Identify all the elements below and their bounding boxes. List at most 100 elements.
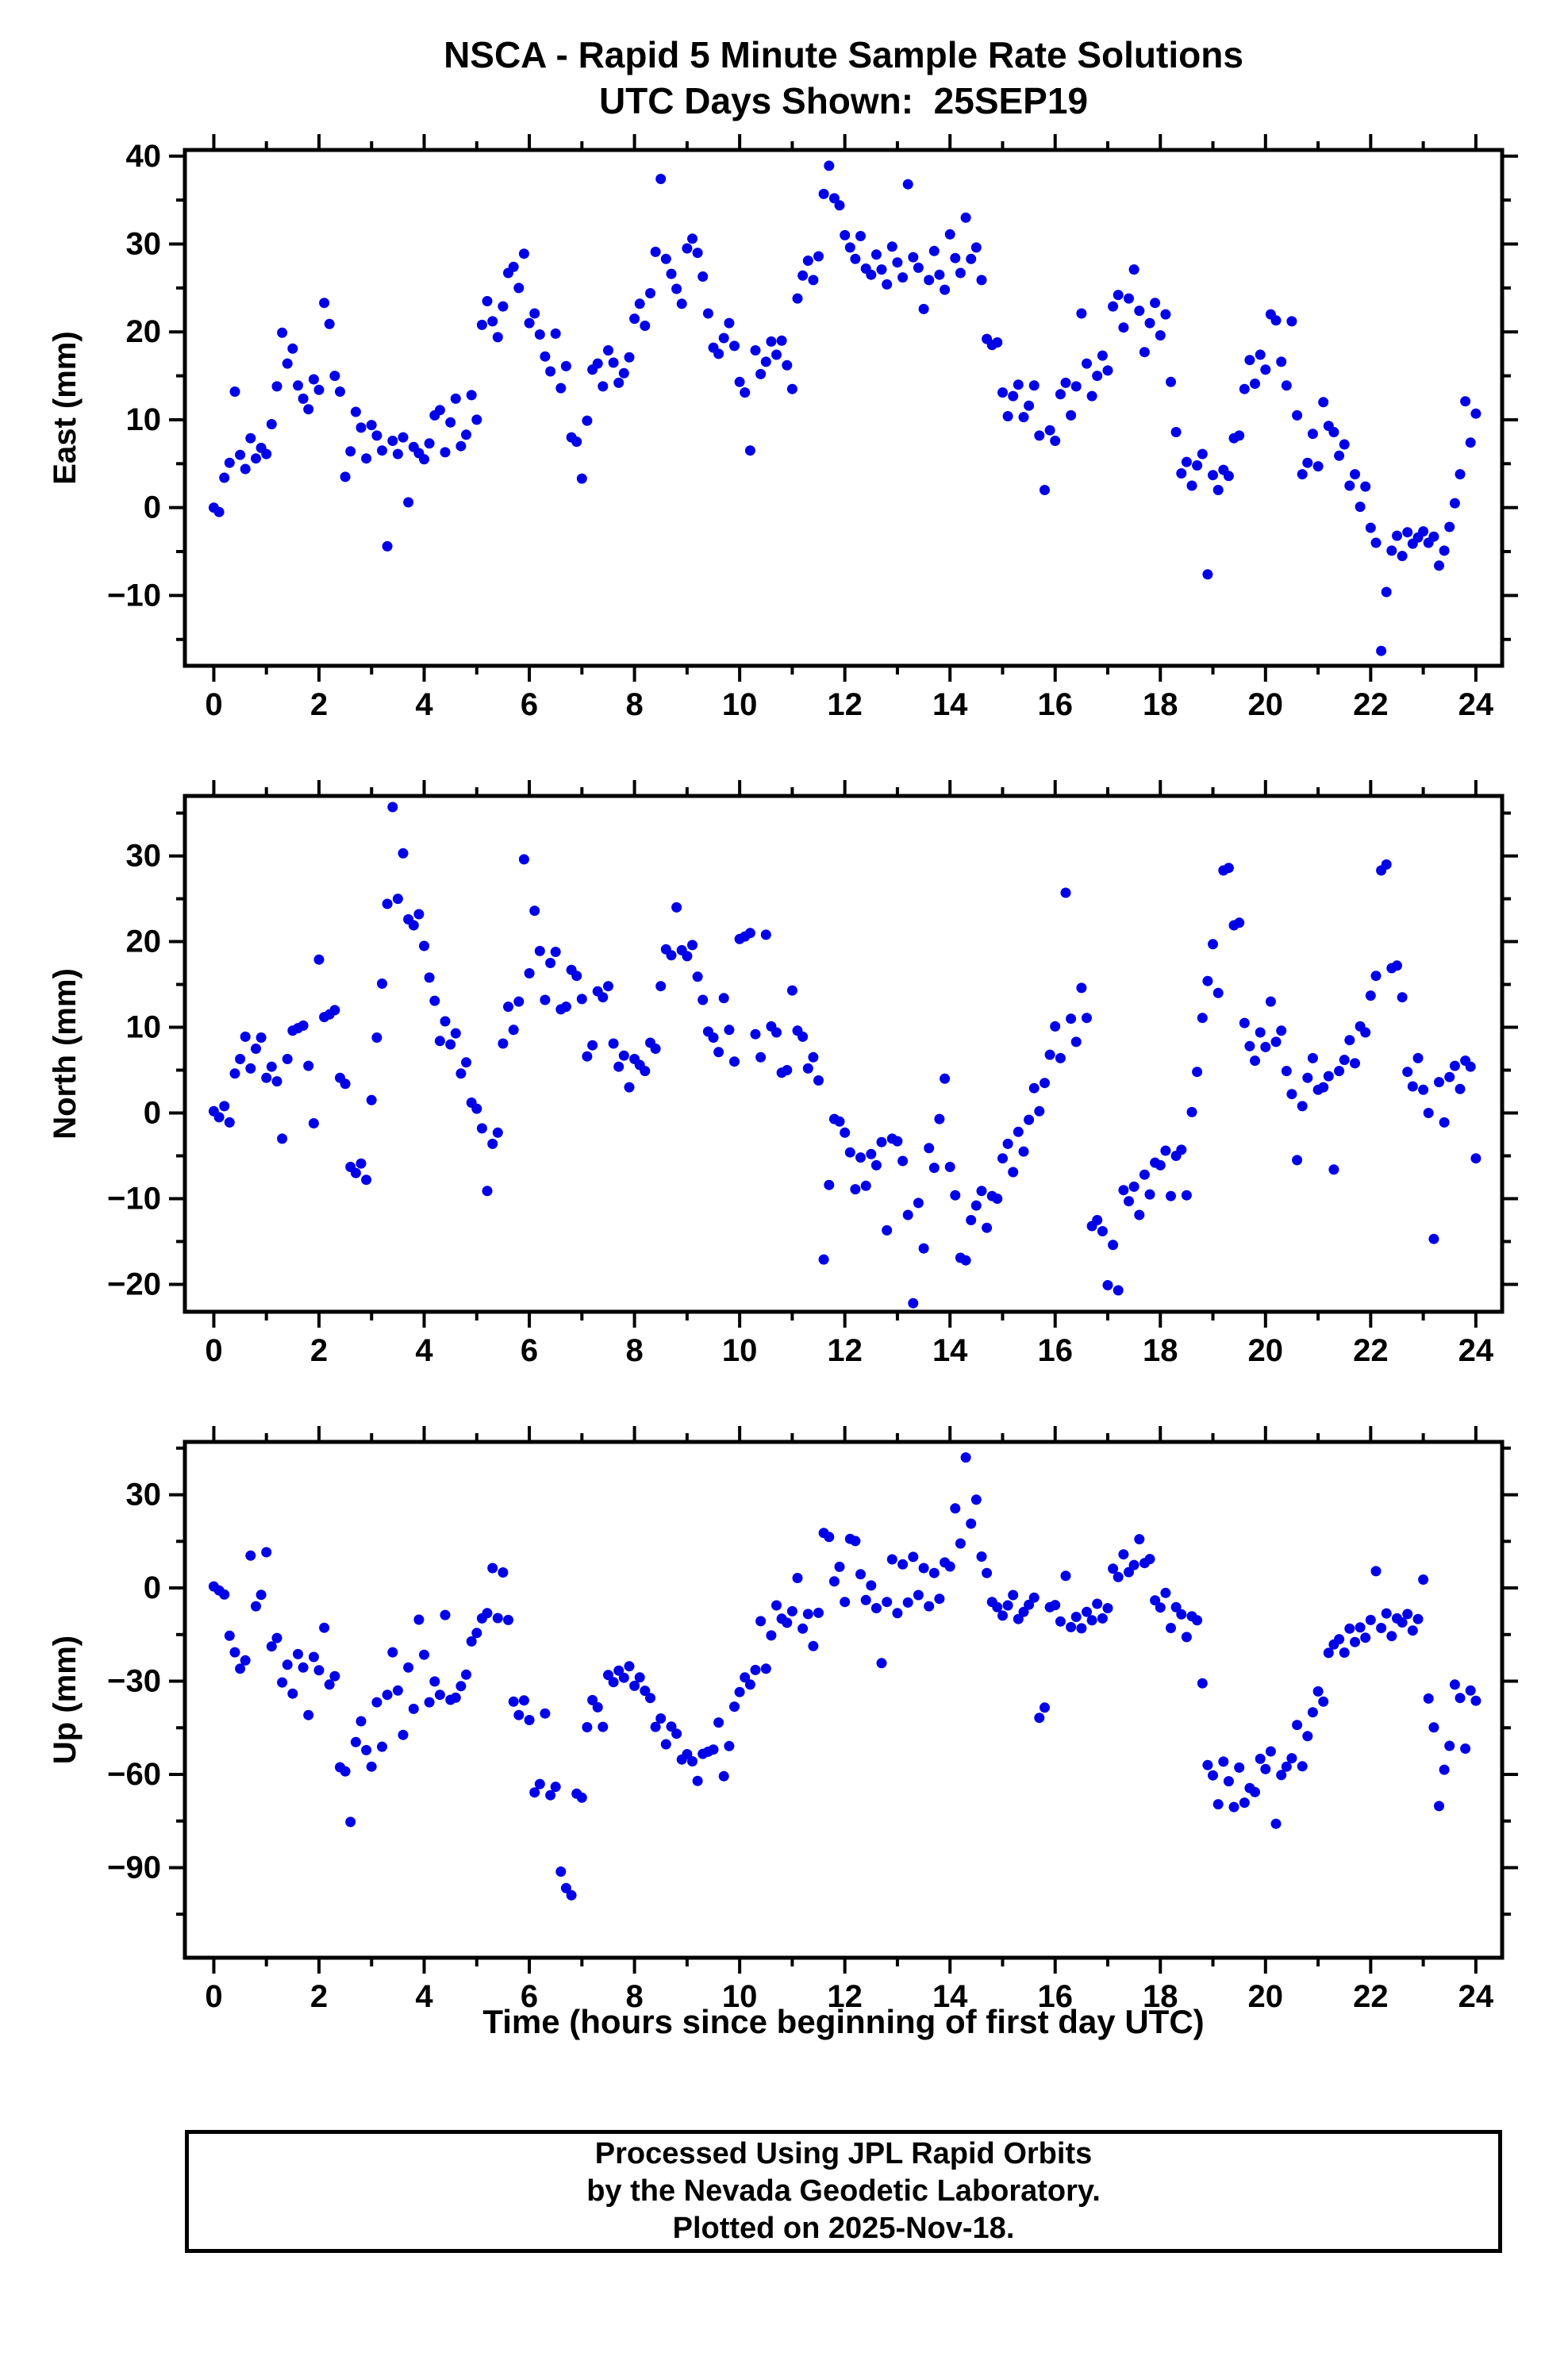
data-point: [518, 248, 529, 259]
data-point: [671, 283, 682, 294]
data-point: [545, 1789, 556, 1801]
data-point: [587, 1040, 598, 1051]
data-point: [1397, 1617, 1408, 1628]
data-point: [650, 1044, 661, 1054]
data-point: [982, 1222, 993, 1233]
data-point: [603, 345, 613, 356]
data-point: [1449, 1679, 1460, 1690]
data-point: [550, 1782, 561, 1793]
data-point: [518, 1695, 529, 1706]
data-point: [361, 453, 372, 464]
data-point: [1350, 1636, 1360, 1647]
data-point: [908, 252, 919, 263]
data-point: [886, 241, 897, 252]
data-point: [598, 1721, 609, 1732]
data-point: [466, 390, 477, 401]
data-point: [1286, 1753, 1297, 1764]
data-point: [251, 1601, 261, 1612]
data-point: [771, 1600, 782, 1611]
data-point: [813, 1075, 824, 1086]
data-point: [1307, 1052, 1318, 1063]
data-point: [687, 233, 698, 244]
data-point: [245, 1063, 256, 1074]
y-tick-label: 30: [126, 1478, 162, 1513]
data-point: [1028, 1592, 1040, 1603]
data-point: [1128, 1181, 1139, 1192]
data-point: [1113, 1571, 1124, 1582]
data-point: [1113, 290, 1124, 301]
data-point: [928, 245, 940, 256]
data-point: [1407, 1081, 1418, 1092]
data-point: [713, 1047, 724, 1058]
data-point: [1192, 460, 1203, 471]
data-point: [1286, 316, 1297, 327]
x-tick-label: 10: [722, 687, 758, 722]
x-tick-label: 2: [310, 1979, 328, 2014]
data-point: [329, 371, 340, 382]
data-point: [808, 275, 819, 286]
data-point: [1465, 437, 1476, 448]
data-point: [944, 1162, 955, 1172]
data-point: [434, 405, 445, 416]
data-point: [1155, 330, 1166, 341]
y-tick-label: −90: [107, 1850, 161, 1885]
data-point: [419, 940, 429, 951]
north-plot-frame: [183, 794, 1505, 1314]
data-point: [1086, 1615, 1097, 1626]
data-point: [771, 349, 782, 360]
data-point: [471, 1103, 482, 1114]
data-point: [471, 414, 482, 425]
data-point: [655, 981, 667, 992]
data-point: [1018, 1606, 1029, 1617]
data-point: [534, 1778, 545, 1789]
data-point: [966, 1518, 977, 1529]
footer-line2: by the Nevada Geodetic Laboratory.: [586, 2174, 1101, 2208]
data-point: [540, 351, 551, 362]
data-point: [1407, 1625, 1418, 1636]
data-point: [1192, 1067, 1203, 1078]
data-point: [870, 1159, 882, 1171]
data-point: [834, 1561, 845, 1572]
data-point: [744, 1679, 755, 1690]
data-point: [1197, 1013, 1208, 1024]
data-point: [1181, 1190, 1192, 1201]
data-point: [724, 317, 735, 329]
data-point: [944, 1561, 955, 1572]
data-point: [1444, 521, 1455, 532]
data-point: [566, 1889, 577, 1901]
y-tick-label: −10: [107, 1181, 161, 1216]
data-point: [1292, 409, 1303, 421]
data-point: [760, 1663, 771, 1674]
data-point: [1082, 358, 1092, 369]
data-point: [802, 1609, 813, 1620]
data-point: [682, 243, 693, 254]
data-point: [445, 417, 456, 428]
data-point: [592, 358, 603, 369]
data-point: [513, 996, 525, 1007]
x-tick-label: 16: [1037, 1333, 1073, 1368]
data-point: [1381, 586, 1392, 598]
x-tick-label: 2: [310, 687, 328, 722]
data-point: [1281, 380, 1292, 391]
data-point: [966, 253, 977, 264]
data-point: [713, 1717, 724, 1728]
data-point: [634, 1672, 645, 1683]
data-point: [350, 1167, 361, 1178]
data-point: [955, 267, 966, 279]
data-point: [1055, 1616, 1066, 1627]
data-point: [886, 1554, 897, 1565]
data-point: [1297, 1101, 1308, 1112]
data-point: [282, 1054, 293, 1064]
data-point: [429, 995, 440, 1006]
data-point: [666, 268, 677, 279]
data-point: [1186, 480, 1197, 491]
data-point: [371, 430, 382, 441]
data-point: [918, 1563, 929, 1574]
data-point: [666, 950, 677, 961]
data-point: [598, 992, 609, 1003]
data-point: [771, 1027, 782, 1038]
data-point: [640, 1066, 651, 1077]
data-point: [824, 1179, 835, 1190]
data-point: [1134, 1209, 1145, 1221]
